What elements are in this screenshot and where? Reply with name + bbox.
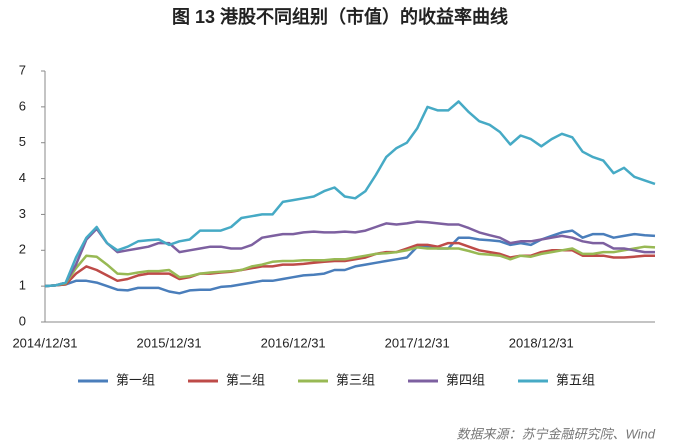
y-tick-label: 3 xyxy=(19,206,26,221)
y-tick-label: 5 xyxy=(19,134,26,149)
y-tick-label: 0 xyxy=(19,313,26,328)
series-line xyxy=(44,100,656,288)
series-line xyxy=(44,245,656,288)
series-line xyxy=(44,229,656,295)
y-tick-label: 7 xyxy=(19,62,26,77)
chart-title: 图 13 港股不同组别（市值）的收益率曲线 xyxy=(172,6,508,27)
y-tick-label: 6 xyxy=(19,98,26,113)
legend-label: 第四组 xyxy=(446,372,485,387)
series-line xyxy=(44,241,655,288)
y-tick-label: 4 xyxy=(19,170,26,185)
legend-label: 第三组 xyxy=(336,372,375,387)
x-tick-label: 2018/12/31 xyxy=(509,335,574,350)
x-tick-label: 2016/12/31 xyxy=(261,335,326,350)
legend-label: 第五组 xyxy=(556,372,595,387)
series-line xyxy=(44,220,655,288)
source-note: 数据来源：苏宁金融研究院、Wind xyxy=(456,426,655,441)
x-tick-label: 2017/12/31 xyxy=(385,335,450,350)
y-tick-label: 2 xyxy=(19,242,26,257)
legend-label: 第二组 xyxy=(226,372,265,387)
x-tick-label: 2015/12/31 xyxy=(137,335,202,350)
x-tick-label: 2014/12/31 xyxy=(12,335,77,350)
y-tick-label: 1 xyxy=(19,278,26,293)
legend-label: 第一组 xyxy=(116,372,155,387)
